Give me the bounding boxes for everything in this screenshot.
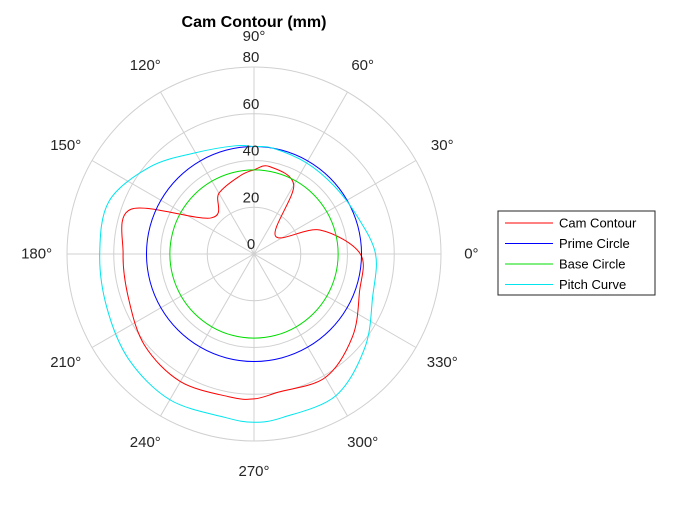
theta-tick-label-90: 90° <box>243 28 266 45</box>
legend-label-pitch-curve: Pitch Curve <box>559 277 626 292</box>
angular-grid-line-30 <box>253 160 417 255</box>
angular-grid-line-330 <box>253 253 417 348</box>
legend-label-prime-circle: Prime Circle <box>559 236 630 251</box>
r-tick-label-60: 60 <box>243 96 260 113</box>
angular-grid-line-300 <box>253 253 348 417</box>
series-cam-contour <box>121 165 364 400</box>
r-tick-label-20: 20 <box>243 189 260 206</box>
polar-grid <box>66 66 442 442</box>
theta-tick-label-210: 210° <box>50 354 81 371</box>
series-prime-circle <box>145 145 363 363</box>
angular-grid-line-150 <box>91 160 255 255</box>
theta-tick-label-60: 60° <box>351 57 374 74</box>
theta-tick-label-0: 0° <box>464 246 478 263</box>
angular-grid-line-60 <box>253 91 348 255</box>
theta-tick-label-240: 240° <box>130 434 161 451</box>
legend: Cam Contour Prime Circle Base Circle Pitch … <box>497 210 656 296</box>
theta-tick-label-270: 270° <box>238 463 269 480</box>
r-tick-label-40: 40 <box>243 143 260 160</box>
series-pitch-curve <box>99 144 377 423</box>
theta-tick-label-330: 330° <box>427 354 458 371</box>
legend-label-cam-contour: Cam Contour <box>559 216 637 231</box>
r-tick-label-0: 0 <box>247 236 255 253</box>
angular-grid-line-240 <box>160 253 255 417</box>
tick-labels: 0° 30° 60° 90° 120° 150° 180° 210° 240° 270° 300° 3… <box>21 28 478 480</box>
theta-tick-label-150: 150° <box>50 137 81 154</box>
angular-grid-line-210 <box>91 253 255 348</box>
theta-tick-label-180: 180° <box>21 246 52 263</box>
series-layer <box>99 144 377 423</box>
theta-tick-label-300: 300° <box>347 434 378 451</box>
legend-label-base-circle: Base Circle <box>559 257 625 272</box>
theta-tick-label-30: 30° <box>431 137 454 154</box>
chart-title: Cam Contour (mm) <box>182 14 327 31</box>
r-tick-label-80: 80 <box>243 49 260 66</box>
series-base-circle <box>169 169 339 339</box>
legend-box <box>497 210 656 296</box>
angular-grid-line-120 <box>160 91 255 255</box>
theta-tick-label-120: 120° <box>130 57 161 74</box>
